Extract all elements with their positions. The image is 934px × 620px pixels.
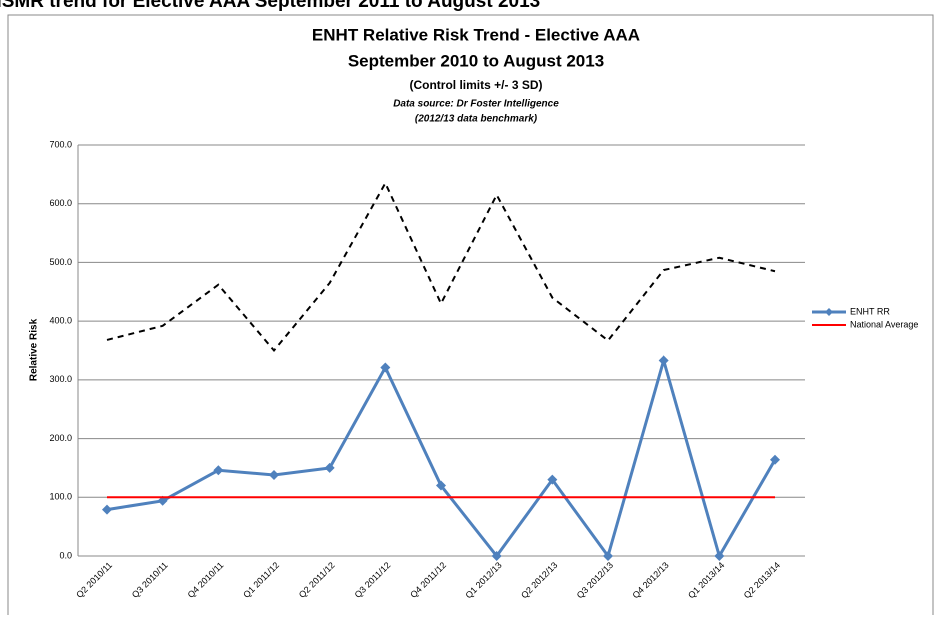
legend-label: National Average xyxy=(850,319,918,329)
y-tick-label: 200.0 xyxy=(49,433,72,443)
data-point xyxy=(213,465,224,476)
y-tick-label: 600.0 xyxy=(49,198,72,208)
data-point xyxy=(491,551,502,561)
series-line xyxy=(106,180,776,353)
chart-note: (Control limits +/- 3 SD) xyxy=(409,78,542,92)
y-tick-label: 300.0 xyxy=(49,374,72,384)
chart-subtitle: September 2010 to August 2013 xyxy=(348,51,604,70)
legend-label: ENHT RR xyxy=(850,306,890,316)
y-axis-label: Relative Risk xyxy=(29,318,40,381)
data-point xyxy=(547,474,558,485)
y-tick-label: 100.0 xyxy=(49,492,72,502)
chart-source: Data source: Dr Foster Intelligence xyxy=(393,99,559,110)
page-title: HSMR trend for Elective AAA September 20… xyxy=(0,0,540,12)
y-tick-label: 400.0 xyxy=(49,316,72,326)
data-point xyxy=(380,362,391,373)
data-point xyxy=(269,469,279,480)
data-point xyxy=(324,462,335,473)
data-point xyxy=(658,355,669,366)
data-point xyxy=(603,551,613,561)
y-tick-label: 500.0 xyxy=(49,257,72,267)
y-tick-label: 700.0 xyxy=(49,139,72,149)
data-point xyxy=(157,495,168,506)
chart-benchmark: (2012/13 data benchmark) xyxy=(415,114,538,125)
data-point xyxy=(714,551,725,561)
data-point xyxy=(102,504,112,515)
chart-frame xyxy=(7,14,934,620)
data-point xyxy=(770,454,780,465)
data-point xyxy=(436,480,446,491)
chart-title: ENHT Relative Risk Trend - Elective AAA xyxy=(312,25,640,44)
legend-marker xyxy=(825,308,833,316)
y-tick-label: 0.0 xyxy=(59,550,72,560)
